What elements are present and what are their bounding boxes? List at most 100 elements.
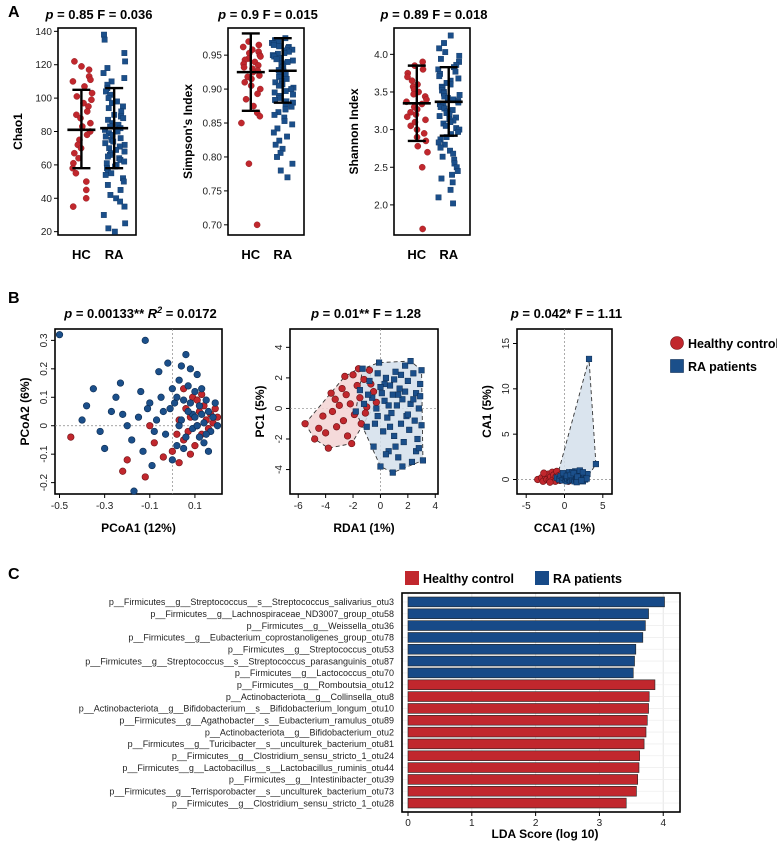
pcoa-point-hc (67, 433, 75, 441)
lda-frame (401, 592, 681, 813)
shannon-point-hc (423, 96, 430, 103)
pcoa-point-ra (55, 331, 64, 339)
rda-point-ra (407, 358, 414, 365)
rda-point-hc (365, 366, 374, 374)
simpson-ytick-label: 0.75 (203, 186, 223, 197)
rda-point-ra (384, 414, 391, 421)
rda-point-ra (369, 394, 376, 401)
simpson-point-ra (271, 111, 278, 118)
shannon-point-hc (418, 163, 426, 171)
pcoa-point-ra (139, 447, 147, 455)
cca-xlabel: CCA1 (1%) (534, 521, 595, 535)
chao1-group-label-ra: RA (105, 247, 124, 262)
shannon-point-ra (447, 32, 454, 39)
shannon-point-ra (442, 49, 449, 55)
chao1-point-ra (117, 135, 124, 142)
cca-point-hc (546, 478, 554, 486)
rda-point-ra (406, 426, 413, 433)
rda-point-ra (392, 368, 399, 375)
legend-b-hc-label: Healthy control (688, 337, 777, 351)
chao1-point-hc (82, 186, 90, 194)
rda-point-ra (396, 385, 403, 392)
simpson-group-label-ra: RA (273, 247, 292, 262)
chao1-point-ra (118, 108, 125, 115)
lda-category-label: p__Actinobacteriota__g__Bifidobacterium_… (205, 727, 394, 737)
rda-point-ra (418, 367, 425, 374)
rda-point-ra (371, 420, 379, 427)
pcoa-point-ra (180, 444, 188, 453)
shannon-point-hc (407, 122, 415, 130)
lda-category-label: p__Firmicutes__g__Lactobacillus__s__Lact… (122, 763, 394, 773)
pcoa-point-ra (182, 433, 190, 441)
rda-point-ra (359, 365, 366, 372)
cca-ytick-label: 15 (501, 338, 512, 350)
rda-point-hc (328, 407, 337, 416)
rda-point-ra (397, 371, 405, 378)
rda-ytick-label: 4 (274, 344, 285, 350)
rda-point-ra (386, 423, 394, 430)
chao1-point-hc (69, 78, 77, 85)
rda-point-ra (380, 428, 387, 435)
pcoa-point-hc (175, 459, 183, 467)
shannon-point-hc (403, 113, 411, 121)
chao1-ytick-label: 20 (41, 227, 53, 238)
lda-category-label: p__Firmicutes__g__Eubacterium_coprostano… (128, 633, 394, 643)
shannon-point-hc (414, 142, 422, 150)
pcoa-ytick-label: -0.2 (39, 474, 50, 492)
pcoa-point-ra (128, 436, 136, 444)
lda-xlabel: LDA Score (log 10) (492, 827, 599, 841)
rda-point-hc (335, 401, 343, 409)
rda-point-ra (410, 370, 417, 377)
lda-bar-hc (407, 786, 637, 797)
rda-point-hc (357, 420, 365, 428)
simpson-point-hc (238, 119, 245, 127)
rda-point-hc (342, 391, 350, 399)
shannon-point-hc (419, 58, 426, 66)
chao1-stats: p = 0.85 F = 0.036 (45, 7, 153, 22)
lda-bar-hc (407, 738, 645, 750)
lda-bar-hc (407, 703, 649, 714)
shannon-point-ra (436, 45, 443, 52)
simpson-ytick-label: 0.70 (203, 220, 223, 231)
simpson-point-ra (289, 57, 296, 64)
rda-point-hc (315, 424, 323, 432)
pcoa-point-ra (186, 365, 195, 373)
cca-point-ra (578, 477, 585, 484)
rda-point-hc (356, 394, 364, 402)
pcoa-point-ra (143, 405, 152, 413)
cca-xtick-label: 5 (600, 501, 606, 512)
rda-point-ra (395, 391, 402, 398)
chao1-point-hc (83, 178, 90, 185)
rda-point-ra (393, 402, 400, 409)
pcoa-xtick-label: -0.5 (51, 501, 69, 512)
chao1-point-hc (82, 194, 90, 202)
simpson-point-ra (270, 129, 277, 136)
chao1-point-ra (113, 195, 120, 202)
pcoa-point-ra (173, 442, 181, 450)
rda-point-ra (378, 390, 385, 397)
rda-point-ra (363, 423, 370, 430)
pcoa-point-ra (204, 447, 213, 455)
simpson-point-ra (272, 141, 279, 148)
pcoa-xtick-label: -0.1 (141, 501, 159, 512)
chao1-point-hc (88, 89, 96, 97)
pcoa-point-ra (82, 402, 91, 410)
rda-point-ra (374, 370, 381, 377)
lda-bar-ra (407, 596, 665, 608)
rda-point-ra (395, 454, 402, 461)
simpson-point-ra (276, 43, 283, 50)
simpson-point-ra (270, 42, 277, 48)
chao1-point-ra (117, 198, 124, 205)
pcoa-point-ra (193, 422, 201, 430)
rda-point-ra (366, 377, 373, 384)
simpson-point-hc (255, 41, 263, 49)
pcoa-point-ra (204, 407, 213, 416)
chao1-point-ra (122, 220, 129, 227)
lda-xtick-label: 3 (597, 818, 603, 829)
legend-c-ra-label: RA patients (553, 572, 622, 586)
pcoa-point-ra (168, 456, 176, 464)
chao1-point-ra (116, 143, 123, 150)
rda-point-hc (349, 371, 357, 379)
shannon-point-ra (455, 75, 462, 82)
shannon-point-ra (454, 168, 461, 174)
